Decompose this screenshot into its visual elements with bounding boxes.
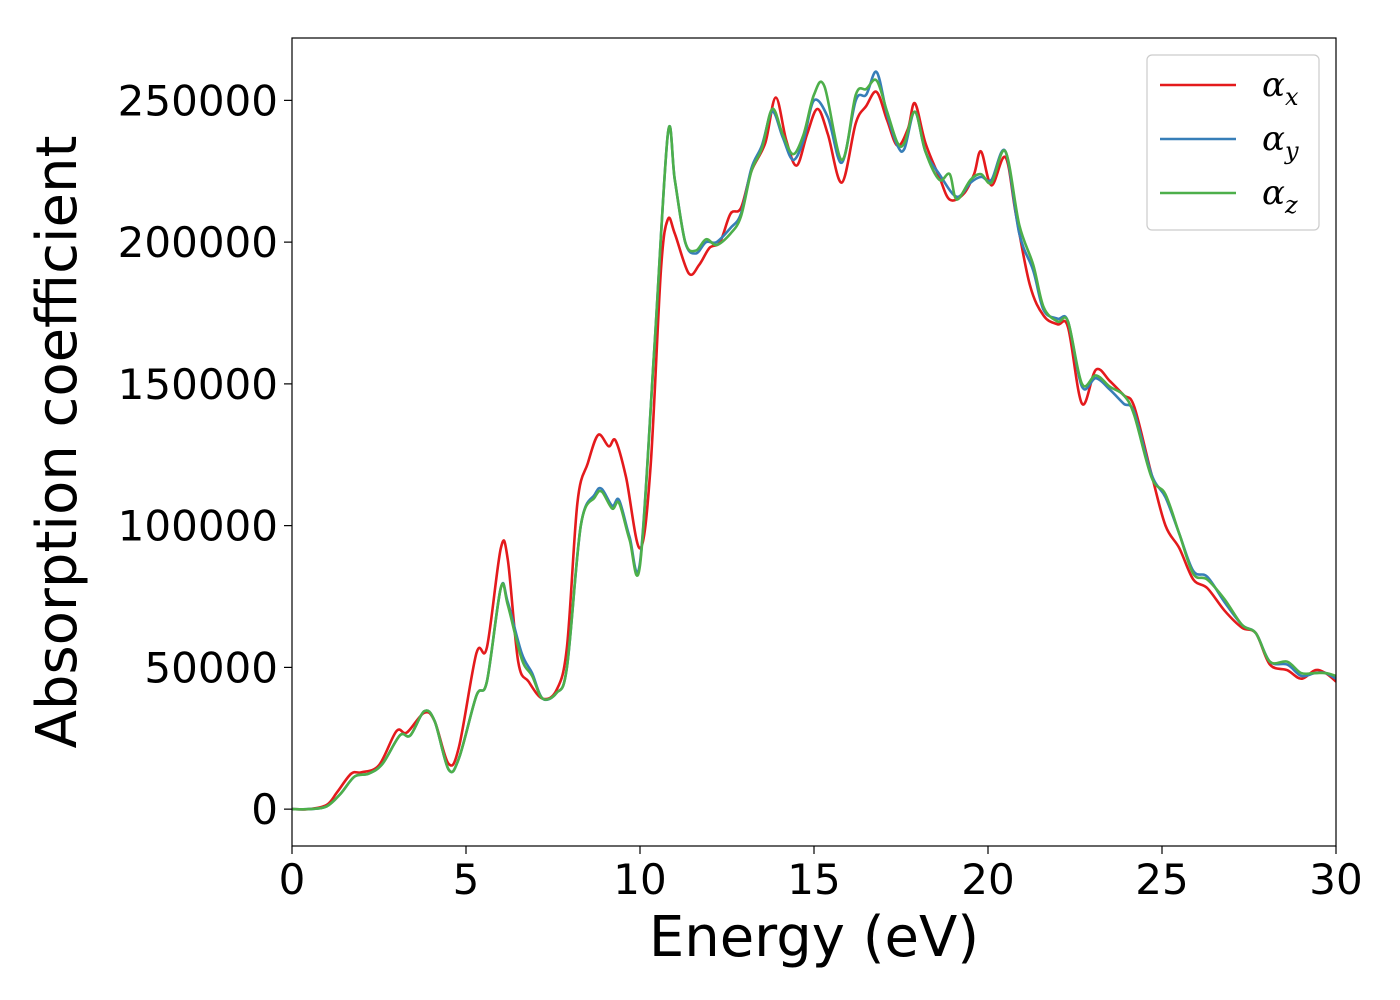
y-tick-label: 150000 <box>118 360 278 409</box>
x-tick-label: 10 <box>613 855 666 904</box>
x-tick-label: 15 <box>787 855 840 904</box>
x-axis-label: Energy (eV) <box>649 905 979 970</box>
y-tick-label: 250000 <box>118 76 278 125</box>
legend-box <box>1146 54 1320 231</box>
y-tick-label: 100000 <box>118 502 278 551</box>
x-tick-label: 30 <box>1309 855 1362 904</box>
x-tick-label: 5 <box>453 855 480 904</box>
y-axis-label: Absorption coefficient <box>25 136 90 749</box>
y-axis-ticks: 0 50000 100000 150000 200000 250000 <box>118 76 292 834</box>
series-layer <box>292 70 1336 811</box>
x-tick-label: 0 <box>279 855 306 904</box>
x-tick-label: 20 <box>961 855 1014 904</box>
y-tick-label: 200000 <box>118 218 278 267</box>
y-tick-label: 50000 <box>144 643 278 692</box>
series-line-z <box>292 78 1336 811</box>
x-tick-label: 25 <box>1135 855 1188 904</box>
x-axis-ticks: 0 5 10 15 20 25 30 <box>279 846 1363 904</box>
y-tick-label: 0 <box>251 785 278 834</box>
